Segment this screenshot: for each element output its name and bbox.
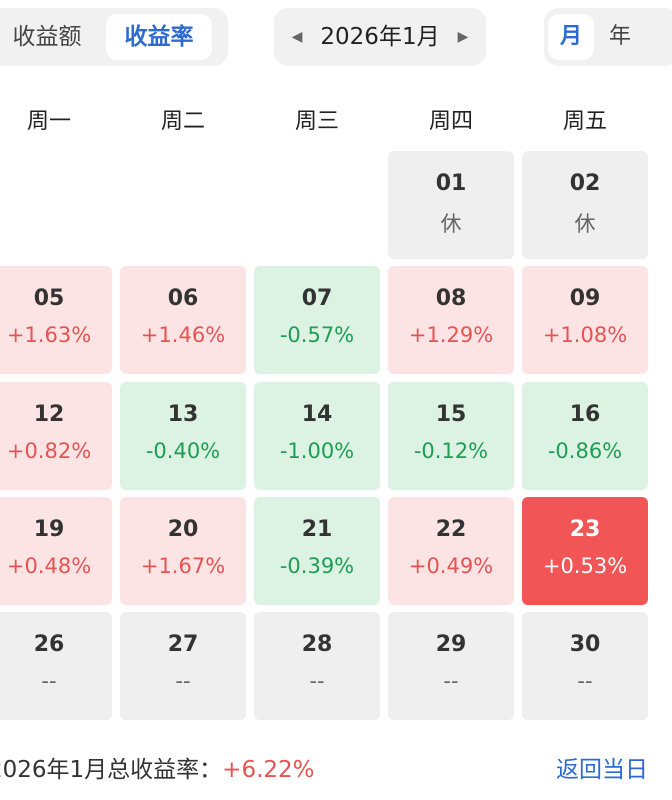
prev-month-icon[interactable]: ◀ [291,29,303,45]
day-cell[interactable]: 26 -- [0,612,112,720]
day-cell[interactable]: 06 +1.46% [120,266,246,374]
day-cell[interactable]: 07 -0.57% [254,266,380,374]
day-cell[interactable]: 09 +1.08% [522,266,648,374]
back-to-today-link[interactable]: 返回当日 [556,757,648,783]
day-cell-selected[interactable]: 23 +0.53% [522,497,648,605]
day-cell[interactable]: 16 -0.86% [522,382,648,490]
day-cell[interactable]: 30 -- [522,612,648,720]
day-return: +0.82% [6,439,92,463]
day-cell[interactable]: 27 -- [120,612,246,720]
day-date: 14 [301,402,333,427]
day-date: 23 [569,517,601,542]
day-cell[interactable]: 21 -0.39% [254,497,380,605]
current-month-label[interactable]: 2026年1月 [320,24,440,50]
day-return: +0.53% [542,554,628,578]
day-cell[interactable]: 08 +1.29% [388,266,514,374]
day-return: -- [309,669,325,693]
day-return: 休 [574,212,596,236]
amount-tab[interactable]: 收益额 [12,24,82,50]
day-cell[interactable]: 05 +1.63% [0,266,112,374]
day-cell[interactable]: 22 +0.49% [388,497,514,605]
day-cell[interactable]: 28 -- [254,612,380,720]
day-return: +0.48% [6,554,92,578]
month-view-tab[interactable]: 月 [548,14,594,60]
day-date: 06 [167,286,199,311]
day-return: -0.39% [279,554,355,578]
day-return: -0.86% [547,439,623,463]
day-date: 08 [435,286,467,311]
weekday-wed: 周三 [294,109,339,134]
year-view-tab[interactable]: 年 [608,24,631,49]
summary-total: +6.22% [222,757,315,783]
day-date: 09 [569,286,601,311]
day-date: 28 [301,632,333,657]
day-return: +1.46% [140,323,226,347]
day-date: 26 [33,632,65,657]
day-return: -- [175,669,191,693]
day-cell[interactable]: 15 -0.12% [388,382,514,490]
weekday-mon: 周一 [26,109,71,134]
day-return: +1.67% [140,554,226,578]
day-date: 07 [301,286,333,311]
day-return: -0.12% [413,439,489,463]
metric-toggle: 收益额 收益率 [0,8,228,66]
day-return: +1.08% [542,323,628,347]
period-toggle: 月 年 [544,8,672,66]
day-cell[interactable]: 29 -- [388,612,514,720]
day-return: -0.40% [145,439,221,463]
day-return: +0.49% [408,554,494,578]
day-cell[interactable]: 14 -1.00% [254,382,380,490]
day-return: 休 [440,212,462,236]
day-date: 22 [435,517,467,542]
day-cell[interactable]: 02 休 [522,151,648,259]
day-date: 19 [33,517,65,542]
weekday-fri: 周五 [562,109,607,134]
day-cell[interactable]: 13 -0.40% [120,382,246,490]
weekday-tue: 周二 [160,109,205,134]
day-date: 13 [167,402,199,427]
day-date: 29 [435,632,467,657]
day-return: -- [41,669,57,693]
day-date: 27 [167,632,199,657]
day-return: -- [577,669,593,693]
next-month-icon[interactable]: ▶ [457,29,469,45]
day-date: 15 [435,402,467,427]
day-cell[interactable]: 20 +1.67% [120,497,246,605]
day-date: 30 [569,632,601,657]
day-return: +1.63% [6,323,92,347]
day-return: +1.29% [408,323,494,347]
day-date: 12 [33,402,65,427]
day-date: 16 [569,402,601,427]
month-navigator: ◀ 2026年1月 ▶ [274,8,486,66]
day-date: 02 [569,171,601,196]
monthly-summary: 2026年1月总收益率：+6.22% [0,750,315,784]
day-cell[interactable]: 01 休 [388,151,514,259]
day-return: -- [443,669,459,693]
day-date: 21 [301,517,333,542]
day-return: -1.00% [279,439,355,463]
day-date: 20 [167,517,199,542]
day-cell[interactable]: 19 +0.48% [0,497,112,605]
summary-label: 2026年1月总收益率： [0,757,223,783]
day-return: -0.57% [279,323,355,347]
day-date: 01 [435,171,467,196]
day-date: 05 [33,286,65,311]
rate-tab[interactable]: 收益率 [106,14,212,60]
weekday-thu: 周四 [428,109,473,134]
day-cell[interactable]: 12 +0.82% [0,382,112,490]
